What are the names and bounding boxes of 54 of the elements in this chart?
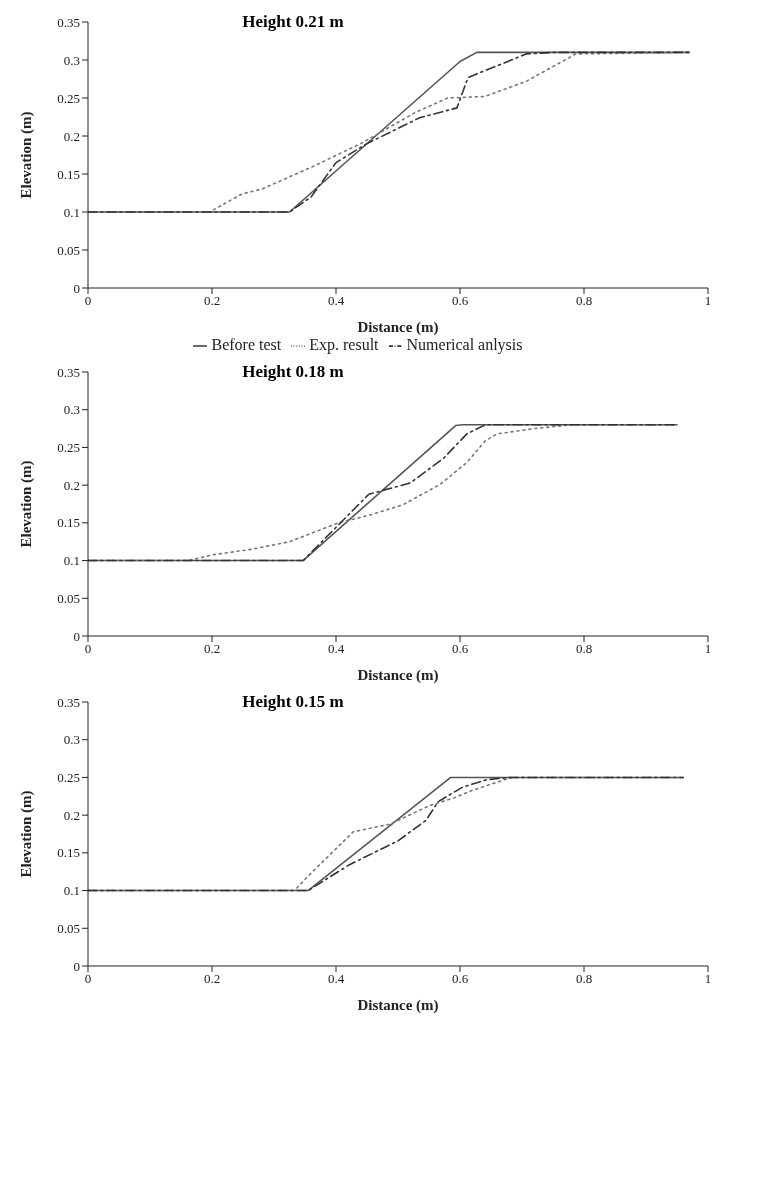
y-tick-label: 0.1 <box>63 883 80 899</box>
y-axis-title: Elevation (m) <box>18 111 36 199</box>
legend-label: Before test <box>211 336 282 353</box>
y-tick-label: 0.3 <box>63 732 80 748</box>
y-tick-label: 0.25 <box>57 90 80 106</box>
x-tick-label: 0 <box>84 293 92 309</box>
y-tick-label: 0.05 <box>57 242 80 258</box>
x-tick-label: 0.2 <box>203 641 221 657</box>
legend-label: Numerical anlysis <box>406 336 523 353</box>
y-tick-label: 0.05 <box>57 590 80 606</box>
y-tick-label: 0.05 <box>57 920 80 936</box>
x-tick-label: 1 <box>704 293 712 309</box>
y-tick-label: 0.35 <box>57 364 80 380</box>
y-tick-label: 0.2 <box>63 128 80 144</box>
x-tick-label: 0.8 <box>575 293 593 309</box>
x-tick-label: 0.6 <box>451 641 469 657</box>
x-tick-label: 0 <box>84 971 92 987</box>
y-tick-label: 0.15 <box>57 845 80 861</box>
x-tick-label: 0 <box>84 641 92 657</box>
x-tick-label: 0.4 <box>327 641 345 657</box>
y-tick-label: 0 <box>73 280 80 296</box>
chart-title: Height 0.15 m <box>242 692 344 711</box>
y-axis-title: Elevation (m) <box>18 790 36 878</box>
y-tick-label: 0.2 <box>63 477 80 493</box>
y-tick-label: 0.25 <box>57 440 80 456</box>
x-tick-label: 1 <box>704 971 712 987</box>
x-tick-label: 0.2 <box>203 971 221 987</box>
x-tick-label: 0.4 <box>327 971 345 987</box>
chart-title: Height 0.21 m <box>242 12 344 31</box>
x-axis-title: Distance (m) <box>357 997 439 1014</box>
x-tick-label: 1 <box>704 641 712 657</box>
y-tick-label: 0 <box>73 628 80 644</box>
x-tick-label: 0.8 <box>575 971 593 987</box>
x-tick-label: 0.6 <box>451 293 469 309</box>
legend-label: Exp. result <box>309 336 379 353</box>
chart-title: Height 0.18 m <box>242 362 344 381</box>
x-axis-title: Distance (m) <box>357 667 439 684</box>
y-tick-label: 0.2 <box>63 807 80 823</box>
y-tick-label: 0.1 <box>63 204 80 220</box>
y-tick-label: 0.1 <box>63 553 80 569</box>
y-tick-label: 0.3 <box>63 52 80 68</box>
y-tick-label: 0.25 <box>57 770 80 786</box>
x-tick-label: 0.6 <box>451 971 469 987</box>
x-tick-label: 0.4 <box>327 293 345 309</box>
y-axis-title: Elevation (m) <box>18 460 36 548</box>
y-tick-label: 0 <box>73 958 80 974</box>
y-tick-label: 0.15 <box>57 515 80 531</box>
y-tick-label: 0.35 <box>57 694 80 710</box>
x-axis-title: Distance (m) <box>357 319 439 336</box>
y-tick-label: 0.15 <box>57 166 80 182</box>
x-tick-label: 0.2 <box>203 293 221 309</box>
x-tick-label: 0.8 <box>575 641 593 657</box>
y-tick-label: 0.35 <box>57 14 80 30</box>
y-tick-label: 0.3 <box>63 402 80 418</box>
